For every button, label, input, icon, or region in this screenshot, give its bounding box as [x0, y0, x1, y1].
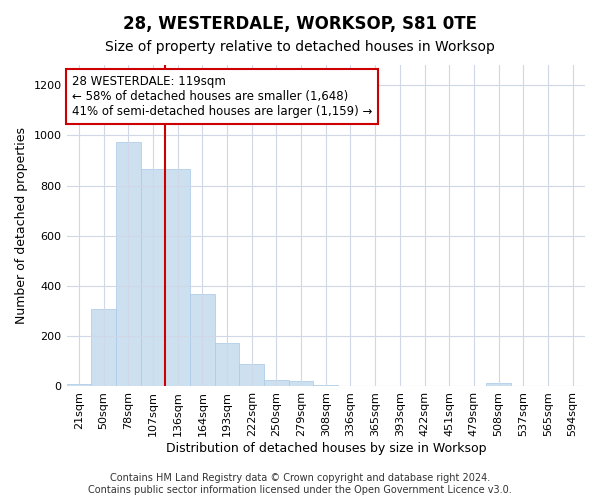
- Bar: [239, 364, 264, 386]
- Text: Contains HM Land Registry data © Crown copyright and database right 2024.
Contai: Contains HM Land Registry data © Crown c…: [88, 474, 512, 495]
- Bar: [165, 169, 190, 386]
- Text: Size of property relative to detached houses in Worksop: Size of property relative to detached ho…: [105, 40, 495, 54]
- Bar: [91, 308, 116, 386]
- Bar: [190, 294, 215, 386]
- Bar: [313, 385, 338, 386]
- X-axis label: Distribution of detached houses by size in Worksop: Distribution of detached houses by size …: [166, 442, 486, 455]
- Bar: [140, 169, 165, 386]
- Text: 28, WESTERDALE, WORKSOP, S81 0TE: 28, WESTERDALE, WORKSOP, S81 0TE: [123, 15, 477, 33]
- Bar: [116, 142, 140, 386]
- Bar: [67, 384, 91, 386]
- Bar: [215, 342, 239, 386]
- Bar: [486, 382, 511, 386]
- Y-axis label: Number of detached properties: Number of detached properties: [15, 127, 28, 324]
- Bar: [264, 380, 289, 386]
- Bar: [289, 382, 313, 386]
- Text: 28 WESTERDALE: 119sqm
← 58% of detached houses are smaller (1,648)
41% of semi-d: 28 WESTERDALE: 119sqm ← 58% of detached …: [72, 74, 372, 118]
